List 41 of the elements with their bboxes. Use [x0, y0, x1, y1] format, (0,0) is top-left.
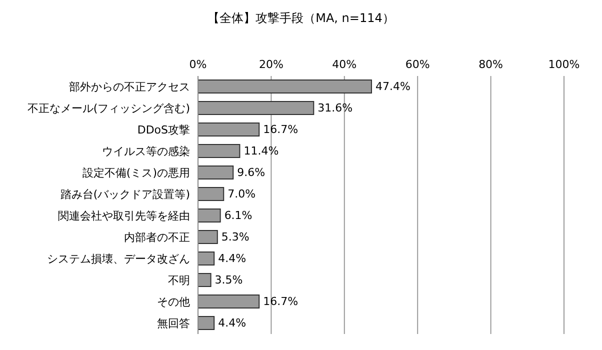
data-label: 7.0%: [228, 188, 256, 200]
data-label: 16.7%: [263, 123, 298, 136]
x-tick-label: 40%: [332, 58, 357, 71]
y-tick-label: その他: [157, 296, 190, 309]
chart-title: 【全体】攻撃手段（MA, n=114）: [206, 10, 396, 27]
bar: [198, 187, 224, 201]
bar: [198, 122, 260, 136]
data-label: 3.5%: [214, 274, 243, 286]
data-label: 9.6%: [237, 166, 266, 179]
x-tick-label: 0%: [189, 58, 207, 71]
y-tick-label: 無回答: [157, 317, 190, 330]
y-tick-label: 内部者の不正: [124, 231, 190, 244]
y-tick-label: 部外からの不正アクセス: [69, 80, 190, 94]
y-tick-label: 関連会社や取引先等を経由: [58, 210, 190, 223]
x-tick-label: 80%: [478, 58, 504, 71]
data-label: 6.1%: [224, 209, 252, 222]
y-tick-label: 不正なメール(フィッシング含む): [27, 102, 190, 116]
data-label: 47.4%: [375, 80, 410, 93]
y-tick-label: システム損壊、データ改ざん: [47, 252, 190, 266]
data-label: 31.6%: [318, 102, 353, 114]
x-tick-label: 100%: [548, 58, 580, 71]
bar: [198, 166, 234, 180]
data-label: 11.4%: [244, 144, 279, 158]
y-tick-label: ウイルス等の感染: [102, 145, 190, 158]
bar: [198, 144, 240, 158]
x-tick-label: 60%: [405, 58, 430, 71]
data-label: 5.3%: [221, 230, 250, 244]
bar: [198, 273, 212, 287]
bar: [198, 230, 218, 244]
bar: [198, 294, 260, 308]
y-tick-label: 踏み台(バックドア設置等): [60, 188, 190, 202]
y-tick-label: 不明: [168, 274, 190, 288]
data-label: 16.7%: [263, 295, 298, 308]
bar: [198, 316, 215, 330]
x-tick-label: 20%: [258, 58, 284, 71]
y-tick-label: 設定不備(ミス)の悪用: [82, 166, 190, 180]
data-label: 4.4%: [218, 316, 246, 330]
data-label: 4.4%: [218, 252, 246, 265]
bar: [198, 208, 221, 222]
bar: [198, 252, 215, 266]
y-tick-label: DDoS攻撃: [137, 124, 190, 137]
